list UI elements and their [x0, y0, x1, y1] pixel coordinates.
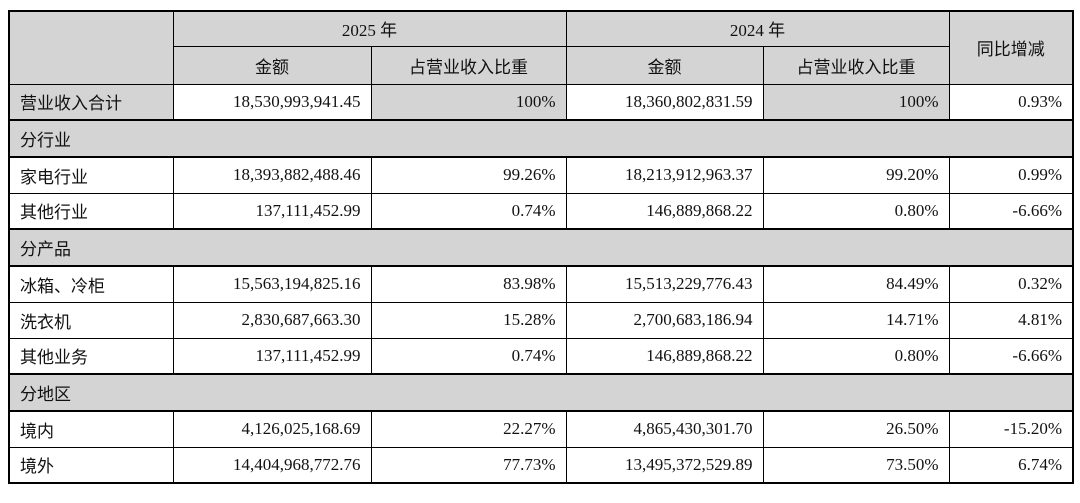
amount-2024: 13,495,372,529.89	[565, 446, 764, 484]
ratio-2025: 0.74%	[370, 192, 567, 230]
amount-2025-header: 金额	[172, 45, 372, 85]
ratio-2024: 0.80%	[762, 192, 950, 230]
amount-2024: 15,513,229,776.43	[565, 265, 764, 303]
row-label: 营业收入合计	[8, 83, 174, 121]
yoy-change: -6.66%	[948, 337, 1074, 375]
yoy-change: 6.74%	[948, 446, 1074, 484]
header-row-metrics: 金额 占营业收入比重 金额 占营业收入比重	[9, 45, 1073, 85]
yoy-change: -6.66%	[948, 192, 1074, 230]
yoy-change: 4.81%	[948, 301, 1074, 339]
year-2025-header: 2025 年	[172, 10, 567, 47]
row-label: 其他业务	[8, 337, 174, 375]
amount-2024: 18,213,912,963.37	[565, 156, 764, 194]
section-row: 分地区	[8, 373, 1074, 412]
table-header: 2025 年 2024 年 同比增减 金额 占营业收入比重 金额 占营业收入比重	[8, 10, 1074, 85]
ratio-2025: 99.26%	[370, 156, 567, 194]
ratio-2024: 100%	[762, 83, 950, 121]
table-row: 境外 14,404,968,772.76 77.73% 13,495,372,529.…	[8, 446, 1074, 484]
amount-2025: 14,404,968,772.76	[172, 446, 372, 484]
amount-2024: 146,889,868.22	[565, 192, 764, 230]
amount-2025: 15,563,194,825.16	[172, 265, 372, 303]
ratio-2025: 100%	[370, 83, 567, 121]
amount-2025: 2,830,687,663.30	[172, 301, 372, 339]
row-label: 境外	[8, 446, 174, 484]
row-label: 洗衣机	[8, 301, 174, 339]
section-row: 分产品	[8, 228, 1074, 267]
yoy-change: -15.20%	[948, 410, 1074, 448]
row-label: 冰箱、冷柜	[8, 265, 174, 303]
ratio-2025-header: 占营业收入比重	[370, 45, 567, 85]
row-label: 家电行业	[8, 156, 174, 194]
amount-2024-header: 金额	[565, 45, 764, 85]
amount-2024: 4,865,430,301.70	[565, 410, 764, 448]
table-row: 营业收入合计 18,530,993,941.45 100% 18,360,802,83…	[8, 83, 1074, 121]
table-row: 其他业务 137,111,452.99 0.74% 146,889,868.22 0.8…	[8, 337, 1074, 375]
ratio-2025: 0.74%	[370, 337, 567, 375]
amount-2024: 146,889,868.22	[565, 337, 764, 375]
yoy-change-header: 同比增减	[948, 10, 1074, 85]
yoy-change: 0.93%	[948, 83, 1074, 121]
row-label: 境内	[8, 410, 174, 448]
ratio-2025: 15.28%	[370, 301, 567, 339]
ratio-2024: 26.50%	[762, 410, 950, 448]
table-row: 冰箱、冷柜 15,563,194,825.16 83.98% 15,513,229,7…	[8, 265, 1074, 303]
ratio-2025: 77.73%	[370, 446, 567, 484]
amount-2024: 2,700,683,186.94	[565, 301, 764, 339]
year-2024-header: 2024 年	[565, 10, 950, 47]
yoy-change: 0.32%	[948, 265, 1074, 303]
ratio-2025: 83.98%	[370, 265, 567, 303]
amount-2025: 18,393,882,488.46	[172, 156, 372, 194]
ratio-2024-header: 占营业收入比重	[762, 45, 950, 85]
ratio-2024: 84.49%	[762, 265, 950, 303]
section-label: 分行业	[8, 119, 1074, 158]
section-label: 分产品	[8, 228, 1074, 267]
table-body: 营业收入合计 18,530,993,941.45 100% 18,360,802,83…	[8, 83, 1074, 484]
header-row-years: 2025 年 2024 年 同比增减	[8, 10, 1074, 85]
ratio-2024: 14.71%	[762, 301, 950, 339]
section-row: 分行业	[8, 119, 1074, 158]
table-row: 洗衣机 2,830,687,663.30 15.28% 2,700,683,186.9…	[8, 301, 1074, 339]
table-row: 家电行业 18,393,882,488.46 99.26% 18,213,912,96…	[8, 156, 1074, 194]
table-row: 境内 4,126,025,168.69 22.27% 4,865,430,301.70…	[8, 410, 1074, 448]
revenue-breakdown-table: 2025 年 2024 年 同比增减 金额 占营业收入比重 金额 占营业收入比重…	[8, 10, 1074, 484]
amount-2024: 18,360,802,831.59	[565, 83, 764, 121]
ratio-2025: 22.27%	[370, 410, 567, 448]
table-row: 其他行业 137,111,452.99 0.74% 146,889,868.22 0.8…	[8, 192, 1074, 230]
corner-cell	[8, 10, 174, 85]
amount-2025: 4,126,025,168.69	[172, 410, 372, 448]
row-label: 其他行业	[8, 192, 174, 230]
section-label: 分地区	[8, 373, 1074, 412]
amount-2025: 137,111,452.99	[172, 192, 372, 230]
yoy-change: 0.99%	[948, 156, 1074, 194]
amount-2025: 137,111,452.99	[172, 337, 372, 375]
ratio-2024: 99.20%	[762, 156, 950, 194]
ratio-2024: 73.50%	[762, 446, 950, 484]
ratio-2024: 0.80%	[762, 337, 950, 375]
amount-2025: 18,530,993,941.45	[172, 83, 372, 121]
